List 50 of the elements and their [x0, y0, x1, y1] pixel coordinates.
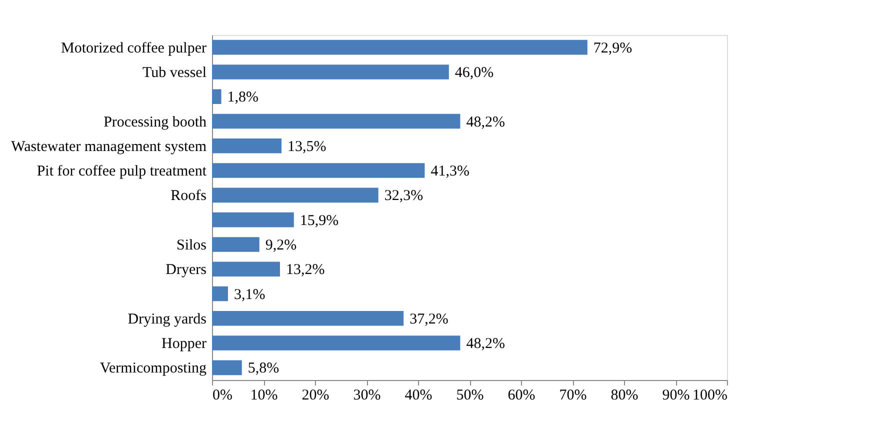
data-label: 13,2%	[286, 262, 325, 278]
data-label: 3,1%	[234, 286, 266, 303]
data-label: 9,2%	[265, 237, 297, 254]
y-tick-label: Wastewater management system	[11, 138, 207, 155]
y-tick-label: Roofs	[170, 188, 207, 204]
y-tick-label: Dryers	[166, 262, 207, 278]
data-label: 41,3%	[430, 164, 470, 180]
bar	[212, 138, 282, 154]
y-tick-label: Vermicomposting	[100, 360, 207, 377]
bar	[212, 114, 460, 129]
bar	[212, 212, 294, 228]
bar	[212, 336, 460, 350]
data-label: 46,0%	[454, 64, 494, 81]
x-tick-label: 40%	[404, 388, 432, 404]
x-tick-label: 90%	[662, 388, 690, 404]
bar	[212, 64, 449, 80]
bar	[212, 286, 228, 302]
x-tick-label: 0%	[212, 388, 232, 404]
y-tick-label: Hopper	[162, 336, 206, 352]
bar	[212, 262, 280, 276]
bar	[212, 89, 222, 104]
bar	[212, 360, 242, 376]
bar	[212, 40, 588, 55]
data-label: 15,9%	[300, 212, 339, 229]
y-tick-label: Pit for coffee pulp treatment	[36, 164, 208, 180]
bar	[212, 163, 425, 178]
data-label: 48,2%	[466, 336, 505, 352]
data-label: 1,8%	[227, 90, 259, 106]
y-tick-label: Drying yards	[128, 311, 207, 328]
x-tick-label: 20%	[302, 388, 330, 404]
data-label: 72,9%	[593, 40, 632, 56]
data-label: 37,2%	[410, 311, 448, 328]
x-tick-label: 30%	[353, 388, 381, 404]
data-label: 5,8%	[248, 360, 280, 377]
data-label: 13,5%	[288, 138, 326, 155]
data-label: 48,2%	[466, 114, 505, 130]
y-tick-label: Processing booth	[104, 114, 207, 130]
x-tick-label: 50%	[456, 388, 484, 404]
x-tick-label: 10%	[250, 388, 278, 404]
x-tick-label: 80%	[610, 388, 638, 404]
x-tick-label: 70%	[559, 388, 587, 404]
bar	[212, 188, 378, 203]
data-label: 32,3%	[384, 188, 424, 204]
bar	[212, 311, 404, 326]
bar	[212, 237, 260, 252]
y-tick-label: Silos	[176, 237, 207, 254]
x-tick-label: 100%	[692, 388, 728, 404]
y-tick-label: Tub vessel	[142, 64, 206, 81]
y-tick-label: Motorized coffee pulper	[61, 40, 206, 56]
x-tick-label: 60%	[508, 388, 536, 404]
